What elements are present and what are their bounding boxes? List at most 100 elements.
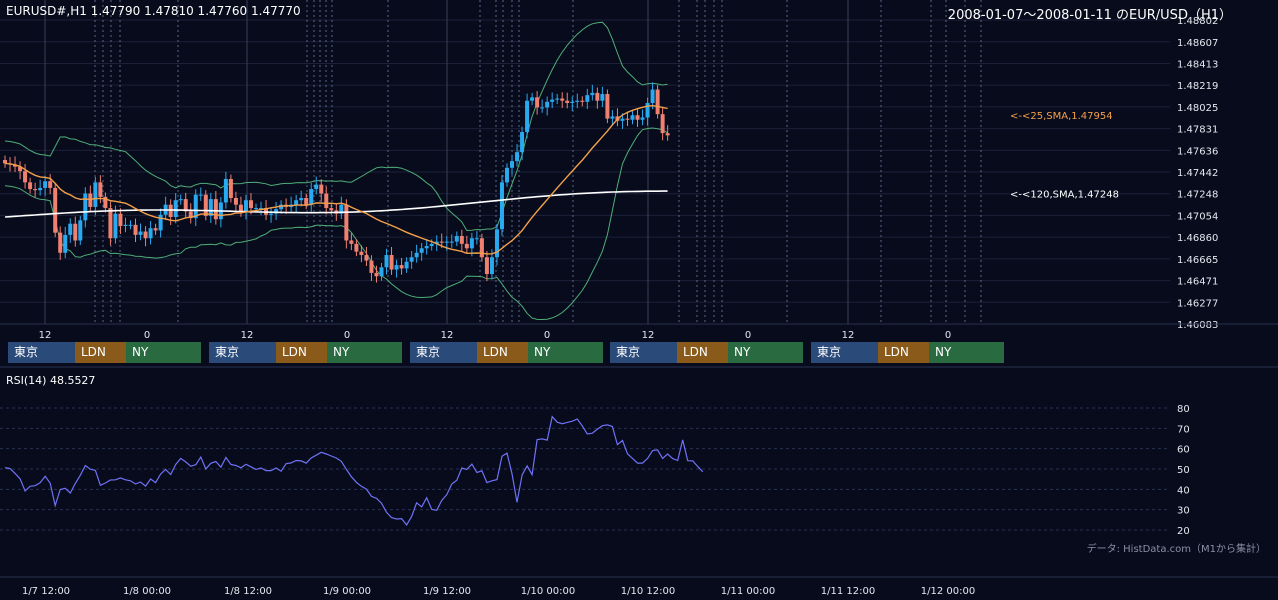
candle-body xyxy=(399,265,404,269)
price-tick-label: 1.47248 xyxy=(1177,190,1218,201)
data-source-note: データ: HistData.com（M1から集計） xyxy=(1086,544,1266,555)
rsi-tick-label: 50 xyxy=(1177,465,1190,476)
candle-body xyxy=(595,92,600,101)
candle-body xyxy=(404,261,409,269)
candle-body xyxy=(133,224,138,235)
candle-body xyxy=(183,199,188,212)
candle-body xyxy=(13,164,18,167)
candle-body xyxy=(173,200,178,218)
candle-body xyxy=(23,171,28,183)
candle-body xyxy=(123,224,128,226)
candle-body xyxy=(118,213,123,226)
candle-body xyxy=(439,241,444,243)
candle-body xyxy=(113,213,118,239)
candle-body xyxy=(148,228,153,239)
candle-body xyxy=(575,100,580,102)
candle-body xyxy=(108,208,113,239)
price-tick-label: 1.46860 xyxy=(1177,233,1218,244)
rsi-tick-label: 80 xyxy=(1177,404,1190,415)
price-tick-label: 1.48802 xyxy=(1177,16,1218,27)
session-bar-ldn: LDN xyxy=(75,342,126,363)
rsi-grid xyxy=(0,407,1170,531)
price-tick-label: 1.48607 xyxy=(1177,38,1218,49)
candle-body xyxy=(178,199,183,201)
price-tick-label: 1.47636 xyxy=(1177,146,1218,157)
candle-body xyxy=(525,100,530,133)
candle-body xyxy=(243,200,248,212)
candle-body xyxy=(444,241,449,243)
price-x-tick-label: 12 xyxy=(642,330,655,341)
candle-body xyxy=(650,89,655,103)
candle-body xyxy=(510,161,515,168)
candle-body xyxy=(259,208,264,210)
sma120-label: <-<120,SMA,1.47248 xyxy=(1010,190,1119,201)
candle-body xyxy=(545,101,550,108)
price-tick-label: 1.46471 xyxy=(1177,277,1218,288)
candle-body xyxy=(590,92,595,96)
price-x-tick-label: 0 xyxy=(144,330,150,341)
candle-body xyxy=(635,115,640,120)
candle-body xyxy=(369,260,374,273)
candle-body xyxy=(88,193,93,207)
candle-body xyxy=(429,243,434,247)
rsi-tick-label: 60 xyxy=(1177,445,1190,456)
candle-body xyxy=(434,241,439,244)
candle-body xyxy=(103,196,108,209)
session-bar-東京: 東京 xyxy=(209,342,276,363)
candle-body xyxy=(479,238,484,258)
candle-body xyxy=(319,184,324,194)
candle-body xyxy=(314,184,319,190)
candle-body xyxy=(158,214,163,231)
candle-body xyxy=(570,101,575,103)
session-bar-ldn: LDN xyxy=(477,342,528,363)
price-tick-label: 1.46665 xyxy=(1177,255,1218,266)
candle-body xyxy=(83,193,88,221)
candle-body xyxy=(550,99,555,102)
candle-body xyxy=(58,232,63,253)
candle-body xyxy=(279,204,284,210)
candle-body xyxy=(208,199,213,216)
bollinger-upper-band xyxy=(4,21,668,232)
candle-body xyxy=(364,255,369,261)
candle-body xyxy=(18,166,23,172)
candle-body xyxy=(213,199,218,220)
candle-body xyxy=(153,228,158,231)
candle-body xyxy=(78,220,83,241)
candle-body xyxy=(540,107,545,109)
candle-body xyxy=(43,181,48,188)
candle-body xyxy=(419,248,424,253)
candle-body xyxy=(655,89,660,115)
session-bar-東京: 東京 xyxy=(811,342,878,363)
candle-body xyxy=(294,200,299,205)
candle-body xyxy=(484,257,489,275)
candle-body xyxy=(409,257,414,262)
price-tick-label: 1.47442 xyxy=(1177,168,1218,179)
sma120-line xyxy=(4,190,668,218)
candle-body xyxy=(560,98,565,101)
candle-body xyxy=(349,240,354,244)
candle-body xyxy=(324,193,329,209)
candle-body xyxy=(143,231,148,239)
candle-body xyxy=(494,229,499,258)
session-bar-東京: 東京 xyxy=(610,342,677,363)
candle-body xyxy=(269,213,274,215)
time-axis-label: 1/10 12:00 xyxy=(621,586,675,597)
sma25-label: <-<25,SMA,1.47954 xyxy=(1010,111,1113,122)
price-x-tick-label: 0 xyxy=(544,330,550,341)
rsi-line xyxy=(4,415,704,526)
candle-body xyxy=(274,209,279,214)
price-x-tick-label: 12 xyxy=(842,330,855,341)
candle-body xyxy=(555,98,560,100)
candle-body xyxy=(665,133,670,136)
candle-body xyxy=(228,178,233,198)
candle-body xyxy=(585,95,590,102)
candle-body xyxy=(188,211,193,219)
rsi-tick-label: 30 xyxy=(1177,506,1190,517)
candle-body xyxy=(48,181,53,188)
candle-body xyxy=(344,204,349,241)
date-range-title: 2008-01-07～2008-01-11 のEUR/USD（H1） xyxy=(947,8,1232,23)
session-bar-東京: 東京 xyxy=(410,342,477,363)
candle-body xyxy=(394,265,399,270)
time-axis-label: 1/12 00:00 xyxy=(921,586,975,597)
price-x-tick-label: 0 xyxy=(344,330,350,341)
